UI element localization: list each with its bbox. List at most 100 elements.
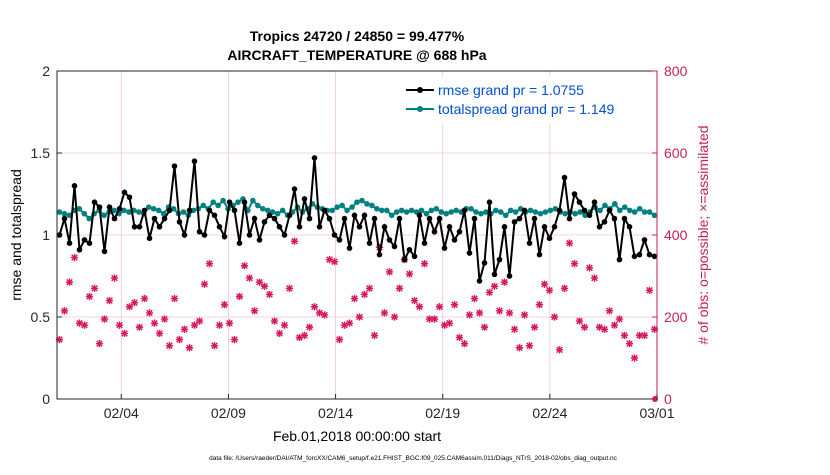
rmse-point — [531, 215, 538, 222]
assimilated-obs-series — [55, 237, 659, 402]
x-tick-label: 02/09 — [211, 405, 246, 421]
totalspread-point — [646, 209, 653, 215]
rmse-point — [431, 228, 438, 235]
rmse-point — [636, 251, 643, 258]
rmse-point — [351, 212, 358, 219]
rmse-point — [341, 215, 348, 222]
rmse-point — [411, 253, 418, 260]
legend: rmse grand pr = 1.0755 totalspread grand… — [399, 76, 654, 124]
totalspread-point — [602, 202, 608, 209]
obs-marker — [95, 340, 104, 348]
rmse-point — [416, 212, 423, 219]
totalspread-point — [264, 207, 271, 214]
data-file-footnote: data file: /Users/raeder/DAI/ATM_forcXX/… — [209, 455, 618, 462]
totalspread-point — [617, 207, 623, 214]
obs-marker — [485, 288, 494, 297]
totalspread-point — [626, 207, 633, 214]
rmse-point — [226, 199, 233, 205]
rmse-point — [376, 251, 383, 258]
rmse-point — [526, 240, 533, 246]
totalspread-point — [56, 209, 63, 215]
rmse-point — [481, 260, 488, 266]
rmse-point — [471, 215, 478, 222]
totalspread-point — [408, 207, 415, 214]
rmse-point — [516, 215, 523, 222]
rmse-point — [496, 256, 503, 263]
totalspread-point — [542, 209, 549, 215]
totalspread-point — [562, 210, 569, 217]
totalspread-point — [483, 209, 489, 215]
totalspread-point — [473, 209, 479, 215]
obs-marker — [420, 260, 429, 268]
obs-marker — [460, 340, 469, 348]
obs-marker — [365, 284, 374, 292]
obs-marker — [305, 323, 314, 331]
obs-marker — [195, 317, 204, 325]
y-left-tick-label: 2 — [42, 63, 50, 79]
y-axis-label-left: rmse and totalspread — [8, 169, 24, 301]
rmse-point — [121, 189, 128, 196]
rmse-point — [366, 240, 373, 246]
rmse-point — [506, 273, 513, 279]
rmse-point — [146, 235, 153, 242]
obs-marker — [285, 284, 294, 292]
obs-marker — [235, 292, 244, 301]
totalspread-point — [572, 210, 578, 217]
rmse-point — [511, 219, 518, 225]
y-right-tick-label: 400 — [664, 227, 688, 243]
rmse-point — [156, 224, 163, 230]
obs-marker — [245, 274, 254, 282]
totalspread-point — [136, 209, 142, 215]
obs-marker — [165, 342, 174, 350]
y-right-tick-label: 600 — [664, 145, 688, 161]
totalspread-point — [369, 202, 375, 209]
rmse-point — [71, 183, 78, 189]
obs-marker — [255, 278, 264, 286]
rmse-point — [106, 204, 113, 210]
rmse-point — [246, 232, 253, 238]
rmse-point — [251, 215, 258, 222]
rmse-point — [76, 246, 83, 253]
totalspread-point — [612, 201, 618, 207]
totalspread-point — [468, 205, 474, 212]
x-tick-label: 02/14 — [318, 405, 353, 421]
totalspread-point — [537, 210, 544, 217]
obs-marker — [530, 323, 539, 331]
rmse-point — [606, 207, 613, 214]
legend-spread-marker — [417, 106, 423, 112]
rmse-point — [211, 212, 218, 219]
legend-spread-label: totalspread grand pr = 1.149 — [438, 101, 615, 117]
rmse-point — [291, 186, 298, 192]
totalspread-point — [200, 202, 207, 209]
totalspread-point — [423, 210, 430, 217]
rmse-point — [486, 199, 493, 205]
y-left-tick-label: 0 — [42, 391, 50, 407]
rmse-point — [111, 215, 118, 222]
rmse-point — [241, 199, 248, 205]
rmse-point — [126, 194, 133, 201]
obs-marker — [85, 292, 94, 301]
axis-ticks: 02/04 02/09 02/14 02/19 02/24 03/0100.511.520… — [31, 63, 688, 421]
totalspread-point — [364, 201, 370, 207]
totalspread-point — [329, 207, 336, 214]
obs-marker — [90, 284, 99, 292]
y-left-tick-label: 1 — [42, 227, 50, 243]
obs-marker — [430, 315, 439, 323]
rmse-point — [256, 237, 263, 243]
obs-marker — [645, 286, 654, 294]
rmse-point — [66, 240, 73, 246]
obs-marker — [210, 342, 219, 350]
obs-marker — [345, 319, 354, 327]
obs-marker — [480, 323, 489, 331]
rmse-point — [166, 207, 173, 214]
rmse-point — [566, 215, 573, 222]
totalspread-point — [641, 209, 648, 215]
rmse-point — [91, 199, 98, 205]
obs-marker — [80, 321, 89, 329]
obs-marker — [560, 284, 569, 292]
rmse-point — [466, 250, 473, 256]
rmse-point — [401, 256, 408, 263]
legend-box — [399, 76, 654, 124]
obs-marker — [390, 313, 399, 321]
